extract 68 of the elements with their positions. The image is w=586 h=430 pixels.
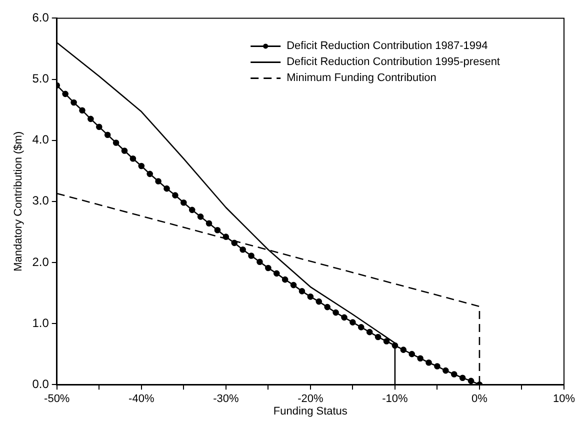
point [366, 328, 373, 336]
point [400, 346, 407, 353]
point [197, 214, 204, 220]
point [383, 338, 390, 344]
point [298, 288, 306, 294]
point [112, 140, 120, 146]
point [222, 234, 230, 240]
point [307, 294, 314, 300]
legend-label: Minimum Funding Contribution [286, 72, 436, 84]
point [442, 367, 449, 374]
point [146, 170, 153, 178]
point [324, 304, 330, 310]
x-tick-label: -40% [128, 393, 154, 406]
point [138, 162, 145, 170]
point [434, 363, 440, 370]
point [417, 355, 424, 362]
point [155, 178, 162, 184]
x-tick-label: -50% [44, 393, 70, 406]
point [392, 342, 398, 349]
y-tick-label: 3.0 [32, 194, 50, 208]
point [206, 220, 212, 227]
point [459, 374, 466, 382]
y-tick-label: 6.0 [32, 10, 50, 25]
y-tick-label: 2.0 [32, 254, 50, 269]
point [248, 252, 254, 259]
point [214, 226, 221, 234]
point [256, 258, 263, 266]
point [408, 350, 416, 358]
y-tick-label: 1.0 [32, 316, 50, 330]
point [121, 148, 128, 154]
point [172, 192, 178, 198]
point [374, 334, 382, 340]
point [130, 156, 136, 162]
point [265, 264, 272, 272]
point [273, 270, 280, 277]
x-tick-label: -30% [213, 393, 239, 406]
point [164, 185, 170, 192]
y-tick-label: 0.0 [32, 376, 50, 391]
legend-label: Deficit Reduction Contribution 1987-1994 [286, 40, 488, 52]
point [316, 298, 322, 305]
x-tick-label: 10% [552, 393, 576, 406]
point [426, 359, 432, 366]
x-axis-title: Funding Status [273, 405, 348, 418]
point [240, 246, 246, 253]
y-axis-title: Mandatory Contribution ($m) [12, 131, 25, 272]
point [104, 132, 111, 138]
point [282, 276, 288, 283]
point [62, 90, 68, 98]
x-tick-label: -10% [382, 393, 408, 406]
point [341, 314, 348, 321]
y-tick-label: 5.0 [32, 72, 50, 86]
point [70, 99, 77, 106]
point [231, 240, 238, 246]
point [290, 282, 297, 288]
point [180, 199, 187, 206]
x-tick-label: -20% [298, 393, 324, 406]
point [468, 378, 474, 384]
point [96, 124, 102, 130]
point [358, 324, 364, 330]
point [350, 319, 356, 326]
point [88, 116, 94, 122]
point [332, 309, 339, 316]
point [450, 371, 458, 378]
point [79, 107, 86, 114]
point [188, 206, 196, 214]
legend-label: Deficit Reduction Contribution 1995-present [286, 56, 500, 68]
y-tick-label: 4.0 [32, 132, 50, 147]
x-tick-label: 0% [472, 393, 488, 406]
